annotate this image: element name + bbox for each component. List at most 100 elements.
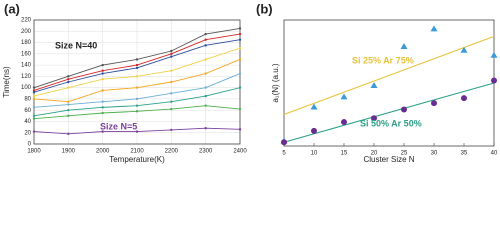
x-tick-label: 2400 <box>233 149 247 155</box>
y-tick-label: 80 <box>24 96 31 102</box>
point <box>490 51 498 58</box>
point <box>281 139 287 146</box>
panel-label: (b) <box>256 1 273 16</box>
point <box>238 38 242 41</box>
plot-frame <box>33 19 241 145</box>
point <box>101 89 104 92</box>
point <box>101 77 104 81</box>
x-tick-label: 5 <box>282 151 286 157</box>
point <box>32 130 36 133</box>
y-tick-label: 60 <box>24 108 31 114</box>
point <box>101 106 104 109</box>
point <box>67 80 70 84</box>
point <box>238 27 242 30</box>
point <box>135 63 139 67</box>
point <box>238 46 242 50</box>
point <box>371 115 377 122</box>
y-tick-label: 140 <box>21 63 32 69</box>
y-tick-label: 0 <box>28 142 32 148</box>
point <box>204 72 207 75</box>
x-tick-label: 1900 <box>62 149 76 155</box>
point <box>238 128 242 131</box>
y-tick-label: 40 <box>24 119 31 125</box>
panel-label: (a) <box>4 1 20 16</box>
point <box>170 100 173 103</box>
point <box>67 114 70 118</box>
point <box>238 32 242 36</box>
point <box>204 104 207 107</box>
point <box>238 86 242 89</box>
y-tick-label: 100 <box>21 85 32 91</box>
point <box>400 42 408 49</box>
point <box>170 52 173 56</box>
y-tick-label: 160 <box>21 51 32 57</box>
y-tick-label: 180 <box>21 40 32 46</box>
point <box>491 77 497 84</box>
point <box>311 127 317 134</box>
point <box>431 100 437 107</box>
x-tick-label: 1800 <box>27 149 41 155</box>
y-axis-label: a₁(N) (a.u.) <box>271 63 280 102</box>
point <box>170 107 173 111</box>
point <box>101 72 104 75</box>
point <box>67 103 70 106</box>
point <box>135 58 139 61</box>
point <box>310 103 318 110</box>
figure: (a) Temperature(K) Time(ns) 0 20 40 60 80 100 120… <box>2 1 498 164</box>
point <box>67 86 70 89</box>
x-tick-label: 30 <box>431 151 438 157</box>
point <box>67 108 70 112</box>
point <box>204 127 207 130</box>
legend-label: Si 50% Ar 50% <box>360 118 422 128</box>
x-tick-label: 2100 <box>130 149 144 155</box>
point <box>430 25 438 32</box>
point <box>170 69 173 72</box>
x-axis-label: Temperature(K) <box>109 155 165 164</box>
point <box>32 89 36 92</box>
point <box>101 111 104 115</box>
point <box>461 95 467 102</box>
point <box>32 114 36 118</box>
point <box>204 86 207 89</box>
line <box>283 35 495 116</box>
point <box>204 58 207 61</box>
annotation: Size N=40 <box>55 40 97 50</box>
legend-label: Si 25% Ar 75% <box>352 55 414 65</box>
point <box>170 128 173 132</box>
point <box>101 100 104 103</box>
point <box>135 75 139 78</box>
annotation: Size N=5 <box>100 121 137 131</box>
point <box>238 58 242 61</box>
point <box>204 32 207 36</box>
point <box>340 93 348 100</box>
x-tick-label: 2300 <box>199 149 213 155</box>
point <box>32 106 36 109</box>
x-tick-label: 10 <box>311 151 318 157</box>
point <box>341 119 347 126</box>
y-tick-label: 120 <box>21 74 32 80</box>
y-tick-label: 220 <box>21 18 32 24</box>
x-tick-label: 25 <box>401 151 408 157</box>
point <box>32 94 36 98</box>
point <box>67 100 70 103</box>
x-tick-label: 20 <box>371 151 378 157</box>
point <box>32 97 36 101</box>
point <box>67 132 70 136</box>
point <box>238 107 242 111</box>
point <box>460 46 468 53</box>
x-tick-label: 2200 <box>165 149 179 155</box>
point <box>170 80 173 84</box>
point <box>32 117 36 120</box>
x-tick-label: 40 <box>491 151 498 157</box>
x-tick-label: 35 <box>461 151 468 157</box>
point <box>170 55 173 58</box>
x-tick-label: 2000 <box>96 149 110 155</box>
point <box>204 94 207 98</box>
point <box>32 86 36 89</box>
point <box>101 130 104 133</box>
y-axis-label: Time(ns) <box>2 66 11 98</box>
point <box>135 104 139 107</box>
line <box>283 82 495 143</box>
point <box>135 110 139 113</box>
point <box>67 75 70 78</box>
